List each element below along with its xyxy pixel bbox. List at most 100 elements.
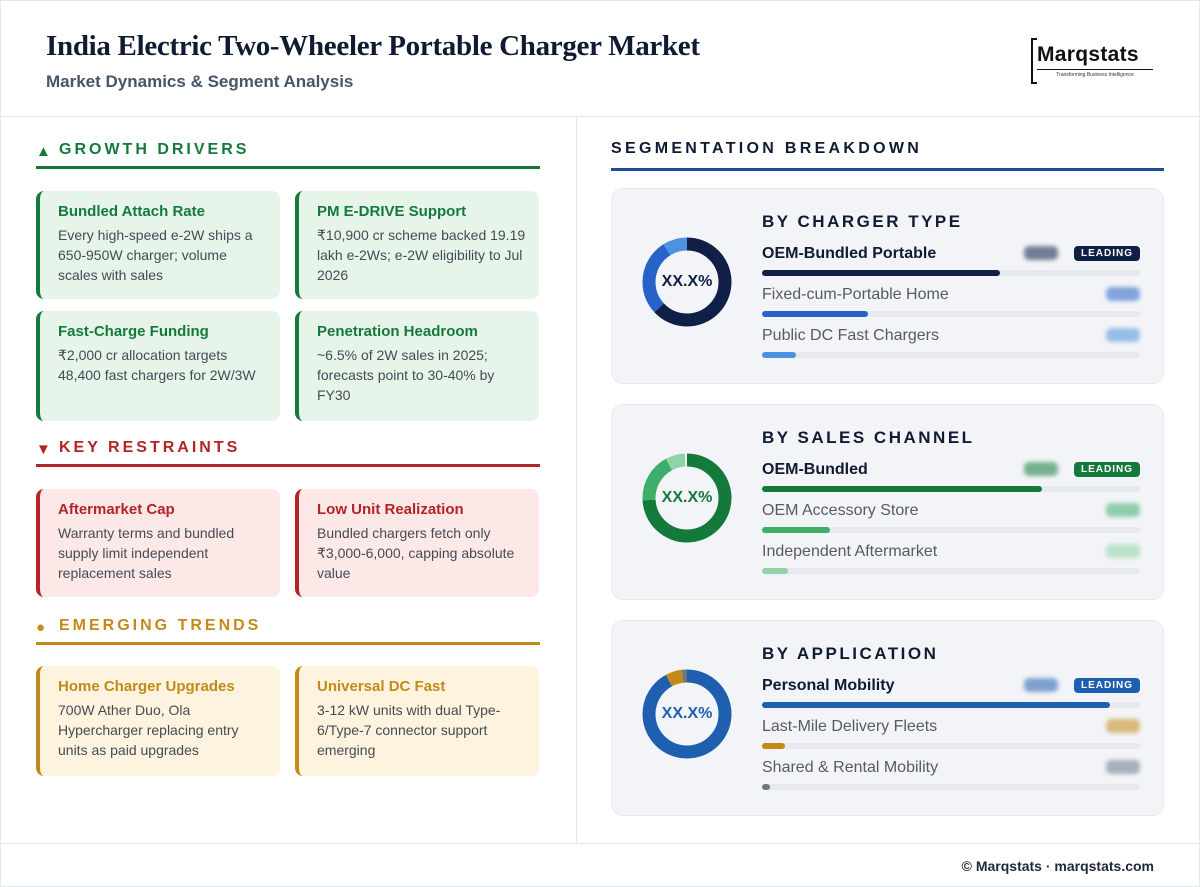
section-title: GROWTH DRIVERS — [59, 141, 250, 158]
trend-card: Home Charger Upgrades 700W Ather Duo, Ol… — [36, 666, 280, 776]
donut-center-label: XX.X% — [661, 273, 713, 290]
panel-title: BY SALES CHANNEL — [762, 428, 975, 447]
segment-value-redacted — [1024, 462, 1058, 476]
segment-name: OEM-Bundled Portable — [762, 245, 937, 262]
segment-bar-track — [762, 311, 1140, 317]
column-divider — [576, 117, 577, 843]
section-rule — [36, 464, 540, 467]
segment-value-redacted — [1106, 503, 1140, 517]
card-text: 3-12 kW units with dual Type-6/Type-7 co… — [317, 702, 501, 758]
segment-bar-fill — [762, 311, 868, 317]
leading-badge: LEADING — [1074, 678, 1140, 693]
segment-bar-fill — [762, 527, 831, 533]
segment-bar-fill — [762, 702, 1110, 708]
card-text: Warranty terms and bundled supply limit … — [58, 525, 235, 581]
segment-name: Personal Mobility — [762, 677, 895, 694]
card-title: Bundled Attach Rate — [58, 203, 205, 220]
card-text: Bundled chargers fetch only ₹3,000-6,000… — [317, 525, 515, 581]
header: India Electric Two-Wheeler Portable Char… — [0, 0, 1200, 117]
segment-value-redacted — [1106, 544, 1140, 558]
donut-slice — [642, 669, 732, 759]
segment-row: Public DC Fast Chargers — [762, 327, 1140, 365]
segment-value-redacted — [1024, 246, 1058, 260]
segment-name: Public DC Fast Chargers — [762, 327, 939, 344]
segment-bar-track — [762, 352, 1140, 358]
card-title: Home Charger Upgrades — [58, 678, 235, 695]
donut-slice — [642, 237, 732, 327]
segment-name: Independent Aftermarket — [762, 543, 938, 560]
page-title: India Electric Two-Wheeler Portable Char… — [46, 30, 700, 62]
card-title: Fast-Charge Funding — [58, 323, 209, 340]
card-text: ~6.5% of 2W sales in 2025; forecasts poi… — [317, 347, 495, 403]
donut-slice — [642, 237, 732, 327]
donut-slice — [642, 453, 732, 543]
section-rule — [36, 166, 540, 169]
segment-row: OEM Accessory Store — [762, 502, 1140, 540]
growth-drivers-header: ▲ GROWTH DRIVERS — [36, 141, 540, 171]
segment-name: Fixed-cum-Portable Home — [762, 286, 949, 303]
circle-icon: ● — [36, 619, 46, 636]
donut-slice — [642, 453, 732, 543]
footer: © Marqstats · marqstats.com — [0, 843, 1200, 887]
segment-bar-fill — [762, 270, 1001, 276]
segmentation-title: SEGMENTATION BREAKDOWN — [611, 140, 923, 157]
segment-panel-sales-channel: XX.X% BY SALES CHANNEL OEM-Bundled LEADING O… — [611, 404, 1164, 600]
segment-bar-track — [762, 568, 1140, 574]
donut-chart — [642, 453, 732, 543]
segment-name: OEM Accessory Store — [762, 502, 919, 519]
segment-name: Shared & Rental Mobility — [762, 759, 939, 776]
card-title: PM E-DRIVE Support — [317, 203, 467, 220]
emerging-trends-header: ● EMERGING TRENDS — [36, 617, 540, 647]
segment-row: Shared & Rental Mobility — [762, 759, 1140, 797]
segment-value-redacted — [1106, 760, 1140, 774]
segment-bar-fill — [762, 486, 1042, 492]
segment-name: OEM-Bundled — [762, 461, 868, 478]
section-title: KEY RESTRAINTS — [59, 439, 241, 456]
segment-bar-track — [762, 270, 1140, 276]
panel-title: BY CHARGER TYPE — [762, 212, 963, 231]
logo-divider — [1037, 69, 1153, 70]
restraint-card: Aftermarket Cap Warranty terms and bundl… — [36, 489, 280, 597]
driver-card: PM E-DRIVE Support ₹10,900 cr scheme bac… — [295, 191, 539, 299]
donut-chart — [642, 237, 732, 327]
segment-row: Independent Aftermarket — [762, 543, 1140, 581]
panel-title: BY APPLICATION — [762, 644, 939, 663]
down-triangle-icon: ▼ — [36, 441, 51, 458]
card-title: Aftermarket Cap — [58, 501, 175, 518]
segment-row: OEM-Bundled Portable LEADING — [762, 245, 1140, 283]
segment-value-redacted — [1106, 328, 1140, 342]
section-rule — [36, 642, 540, 645]
donut-center-label: XX.X% — [661, 705, 713, 722]
up-triangle-icon: ▲ — [36, 143, 51, 160]
segment-bar-track — [762, 743, 1140, 749]
trend-card: Universal DC Fast 3-12 kW units with dua… — [295, 666, 539, 776]
driver-card: Penetration Headroom ~6.5% of 2W sales i… — [295, 311, 539, 421]
restraint-card: Low Unit Realization Bundled chargers fe… — [295, 489, 539, 597]
segment-bar-track — [762, 486, 1140, 492]
logo-bracket — [1031, 38, 1037, 84]
leading-badge: LEADING — [1074, 462, 1140, 477]
segment-value-redacted — [1106, 719, 1140, 733]
logo-tagline: Transforming Business Intelligence — [1056, 72, 1134, 78]
leading-badge: LEADING — [1074, 246, 1140, 261]
key-restraints-header: ▼ KEY RESTRAINTS — [36, 439, 540, 469]
segment-bar-track — [762, 784, 1140, 790]
card-text: ₹2,000 cr allocation targets 48,400 fast… — [58, 347, 256, 383]
segment-value-redacted — [1024, 678, 1058, 692]
driver-card: Fast-Charge Funding ₹2,000 cr allocation… — [36, 311, 280, 421]
card-title: Universal DC Fast — [317, 678, 446, 695]
segment-row: Last-Mile Delivery Fleets — [762, 718, 1140, 756]
segment-value-redacted — [1106, 287, 1140, 301]
segment-bar-fill — [762, 743, 785, 749]
segment-bar-fill — [762, 352, 797, 358]
driver-card: Bundled Attach Rate Every high-speed e-2… — [36, 191, 280, 299]
card-text: 700W Ather Duo, Ola Hypercharger replaci… — [58, 702, 239, 758]
segment-row: OEM-Bundled LEADING — [762, 461, 1140, 499]
marqstats-logo: Marqstats Transforming Business Intellig… — [1031, 38, 1153, 84]
segmentation-rule — [611, 168, 1164, 171]
segment-name: Last-Mile Delivery Fleets — [762, 718, 938, 735]
card-title: Penetration Headroom — [317, 323, 478, 340]
logo-text: Marqstats — [1037, 43, 1139, 66]
card-text: ₹10,900 cr scheme backed 19.19 lakh e-2W… — [317, 227, 526, 283]
segment-bar-fill — [762, 784, 770, 790]
